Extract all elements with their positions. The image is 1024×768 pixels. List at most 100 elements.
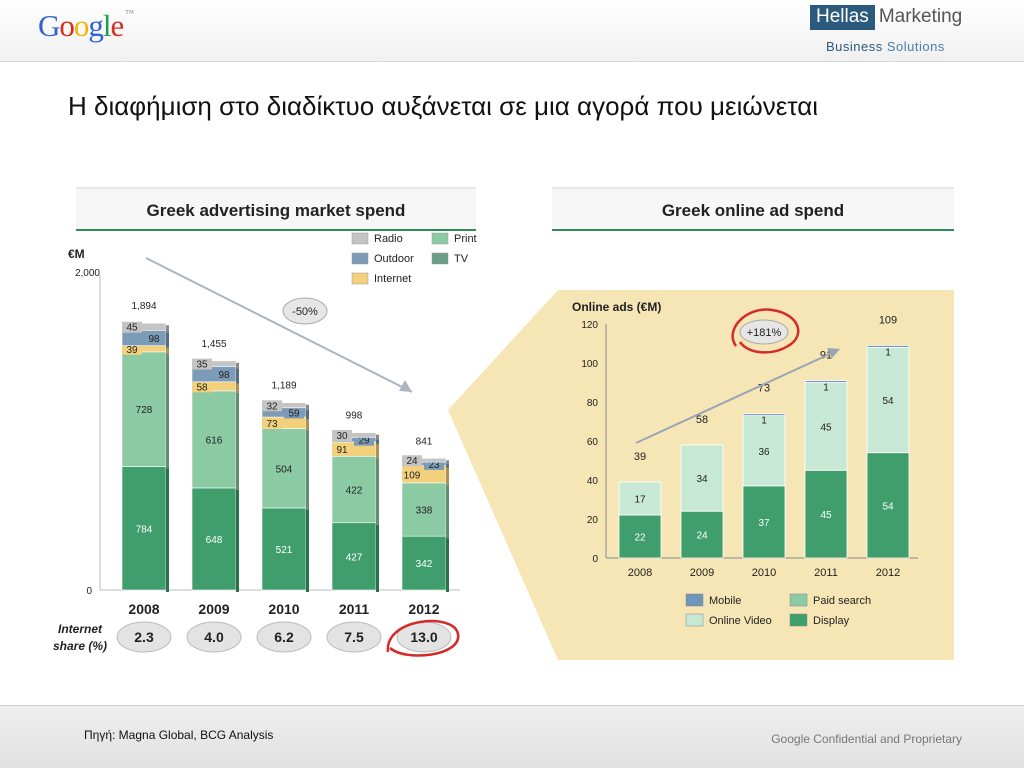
left-bar-tv — [261, 507, 307, 591]
left-legend-label: Outdoor — [374, 253, 414, 265]
hellas-logo-subtitle: Business Solutions — [826, 39, 945, 54]
left-bar-print — [191, 390, 237, 489]
left-bar-side — [306, 409, 309, 420]
left-label-box — [424, 458, 444, 470]
zoom-connector — [448, 290, 558, 660]
left-segment-label: 98 — [148, 334, 160, 345]
left-bar-side — [376, 458, 379, 525]
left-segment-label: 73 — [266, 419, 278, 430]
left-x-tick: 2012 — [408, 601, 439, 617]
left-chart-title-bg — [76, 188, 476, 230]
left-segment-label: 422 — [346, 486, 363, 497]
left-label-box — [332, 444, 352, 456]
google-logo-letter: l — [102, 8, 112, 43]
right-y-label: Online ads (€M) — [572, 300, 661, 314]
right-trend-label: +181% — [747, 327, 782, 339]
left-legend-swatch — [351, 232, 369, 245]
hellas-marketing-logo: Hellas Marketing Business Solutions — [810, 5, 962, 54]
left-x-tick: 2009 — [198, 601, 229, 617]
internet-share-value: 6.2 — [274, 629, 294, 645]
right-chart-title: Greek online ad spend — [662, 201, 844, 220]
left-label-box — [402, 469, 422, 481]
left-total-label: 998 — [346, 411, 363, 422]
left-label-box — [122, 343, 142, 355]
right-trend-arrow — [635, 351, 835, 444]
internet-share-value: 7.5 — [344, 629, 364, 645]
left-segment-label: 427 — [346, 552, 363, 563]
right-y-tick: 60 — [587, 437, 599, 448]
right-legend-swatch — [685, 613, 704, 627]
right-bar-online-video — [680, 444, 724, 512]
internet-share-value: 13.0 — [410, 629, 437, 645]
right-x-tick: 2012 — [876, 567, 900, 579]
left-segment-label: 91 — [336, 445, 348, 456]
right-legend-label: Online Video — [709, 615, 772, 627]
left-y-label: €M — [68, 247, 85, 261]
left-bar-side — [376, 443, 379, 459]
highlight-red-circle — [386, 619, 460, 657]
left-segment-label: 45 — [126, 323, 138, 334]
left-total-label: 841 — [416, 436, 433, 447]
right-y-tick: 40 — [587, 476, 599, 487]
right-segment-label: 17 — [634, 495, 646, 506]
left-segment-label: 30 — [336, 431, 348, 442]
google-logo-letter: G — [38, 8, 60, 43]
right-segment-label: 22 — [634, 533, 646, 544]
internet-share-value: 2.3 — [134, 629, 154, 645]
left-x-tick: 2010 — [268, 601, 299, 617]
left-bar-side — [446, 484, 449, 539]
right-segment-label: 1 — [823, 383, 829, 394]
left-label-box — [284, 407, 304, 419]
left-segment-label: 35 — [196, 360, 208, 371]
right-legend-swatch — [789, 593, 808, 607]
left-y-tick: 0 — [86, 586, 92, 597]
right-y-tick: 0 — [592, 554, 598, 565]
right-segment-label: 45 — [820, 422, 832, 433]
left-bar-side — [166, 347, 169, 354]
internet-share-ellipse — [186, 621, 242, 653]
left-bar-print — [401, 482, 447, 537]
google-logo-letter: e — [110, 8, 125, 43]
right-y-tick: 120 — [581, 320, 598, 331]
right-bar-display — [618, 514, 662, 559]
right-legend-label: Mobile — [709, 595, 741, 607]
right-bar-online-video — [804, 382, 848, 471]
left-legend-label: Print — [454, 233, 477, 245]
right-segment-label: 1 — [885, 347, 891, 358]
right-segment-label: 36 — [758, 447, 770, 458]
left-chart-title: Greek advertising market spend — [147, 201, 406, 220]
left-total-label: 1,189 — [271, 381, 296, 392]
slide-title: Η διαφήμιση στο διαδίκτυο αυξάνεται σε μ… — [68, 91, 819, 121]
left-bar-side — [446, 460, 449, 465]
internet-share-ellipse — [326, 621, 382, 653]
left-bar-print — [261, 428, 307, 509]
right-segment-label: 37 — [758, 518, 770, 529]
google-logo-letter: o — [73, 8, 89, 43]
left-bar-side — [166, 332, 169, 348]
left-bar-side — [236, 383, 239, 393]
left-bar-side — [376, 434, 379, 440]
left-segment-label: 24 — [406, 456, 418, 467]
right-x-tick: 2008 — [628, 567, 652, 579]
right-legend-label: Paid search — [813, 595, 871, 607]
right-y-tick: 100 — [581, 359, 598, 370]
left-x-tick: 2011 — [339, 601, 370, 617]
right-bar-display — [804, 469, 848, 559]
left-segment-label: 59 — [288, 408, 300, 419]
left-bar-tv — [191, 487, 237, 591]
right-legend-label: Display — [813, 615, 850, 627]
left-trend-label: -50% — [292, 306, 318, 318]
internet-share-label: Internet — [58, 622, 103, 636]
google-logo: Google ™ — [38, 8, 134, 43]
left-segment-label: 39 — [126, 345, 138, 356]
left-trend-arrowhead — [399, 380, 412, 392]
left-segment-label: 338 — [416, 506, 433, 517]
left-label-box — [192, 358, 212, 370]
left-label-box — [144, 333, 164, 344]
left-bar-side — [306, 419, 309, 431]
source-note: Πηγή: Magna Global, BCG Analysis — [84, 728, 274, 742]
left-segment-label: 109 — [404, 470, 421, 481]
right-legend-swatch — [685, 593, 704, 607]
left-trend-bubble — [282, 297, 328, 325]
left-segment-label: 29 — [358, 436, 370, 447]
